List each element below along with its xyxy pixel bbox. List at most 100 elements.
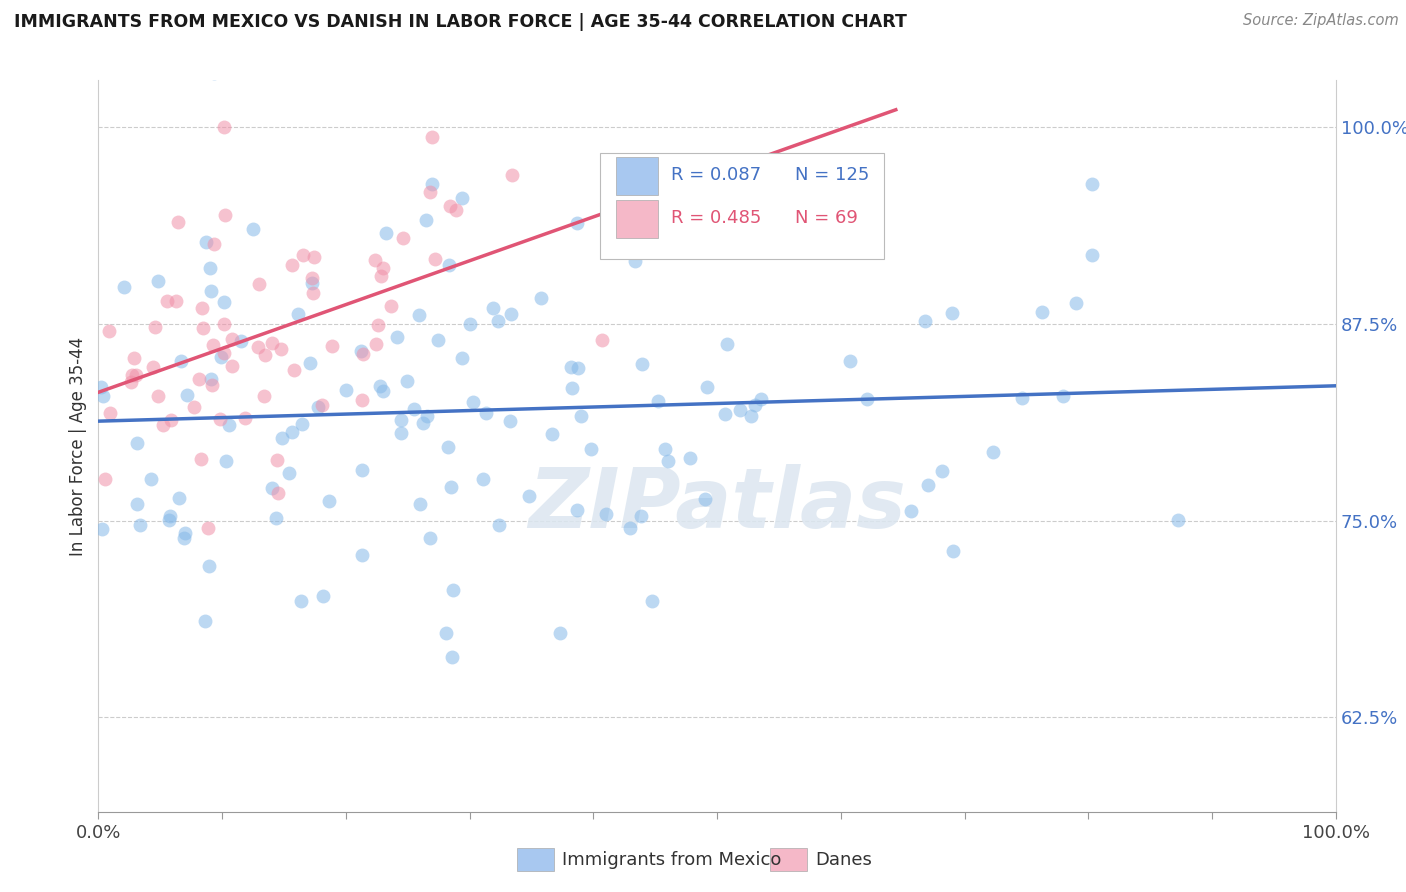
Point	[856, 392, 879, 407]
Point	[262, 481, 284, 495]
Point	[900, 504, 922, 518]
Point	[318, 494, 340, 508]
Text: N = 125: N = 125	[794, 167, 869, 185]
Point	[472, 472, 495, 486]
Point	[156, 294, 179, 309]
Point	[262, 335, 284, 350]
Point	[280, 425, 302, 439]
Point	[419, 186, 441, 200]
Point	[366, 336, 388, 351]
Point	[420, 129, 443, 144]
Point	[385, 329, 408, 343]
Point	[311, 398, 333, 412]
Point	[312, 589, 335, 603]
Point	[591, 333, 613, 347]
Point	[420, 177, 443, 191]
Point	[143, 320, 166, 334]
Point	[229, 334, 252, 349]
Point	[281, 258, 304, 272]
Point	[183, 401, 205, 415]
Point	[321, 339, 343, 353]
Point	[463, 395, 485, 409]
Text: IMMIGRANTS FROM MEXICO VS DANISH IN LABOR FORCE | AGE 35-44 CORRELATION CHART: IMMIGRANTS FROM MEXICO VS DANISH IN LABO…	[14, 13, 907, 31]
Point	[917, 478, 939, 492]
Point	[159, 509, 181, 524]
Point	[567, 361, 589, 376]
Point	[367, 318, 389, 332]
Point	[249, 277, 271, 291]
Point	[548, 626, 571, 640]
Point	[517, 489, 540, 503]
Point	[458, 318, 481, 332]
Point	[98, 325, 121, 339]
Point	[254, 348, 277, 362]
Point	[1081, 177, 1104, 191]
Point	[350, 344, 373, 359]
Point	[942, 544, 965, 558]
Point	[212, 120, 235, 134]
FancyBboxPatch shape	[770, 848, 807, 871]
FancyBboxPatch shape	[616, 157, 658, 195]
Point	[408, 308, 430, 322]
Point	[415, 212, 437, 227]
Point	[416, 409, 439, 424]
Text: Immigrants from Mexico: Immigrants from Mexico	[562, 851, 782, 869]
Point	[1081, 248, 1104, 262]
Point	[501, 168, 523, 182]
Point	[696, 380, 718, 394]
Point	[439, 199, 461, 213]
Point	[93, 389, 115, 403]
Point	[125, 368, 148, 383]
Point	[159, 412, 181, 426]
Point	[278, 467, 301, 481]
Point	[451, 351, 474, 365]
Point	[834, 194, 856, 208]
Point	[352, 463, 374, 477]
Point	[714, 407, 737, 421]
Point	[290, 417, 312, 431]
Point	[389, 425, 412, 440]
Point	[619, 520, 641, 534]
Point	[647, 393, 669, 408]
Point	[90, 380, 112, 394]
Text: ZIPatlas: ZIPatlas	[529, 464, 905, 545]
Point	[1167, 513, 1189, 527]
Point	[98, 406, 121, 420]
Point	[641, 593, 664, 607]
Point	[762, 180, 785, 194]
Point	[425, 252, 447, 266]
Point	[1031, 305, 1053, 319]
Point	[501, 307, 523, 321]
Point	[451, 191, 474, 205]
Point	[165, 293, 187, 308]
Point	[146, 274, 169, 288]
Point	[190, 451, 212, 466]
Point	[444, 202, 467, 217]
Point	[253, 389, 276, 403]
Point	[200, 372, 222, 386]
Point	[270, 342, 292, 356]
Point	[201, 378, 224, 392]
Point	[139, 472, 162, 486]
Point	[630, 357, 652, 371]
Point	[370, 269, 392, 284]
Point	[914, 314, 936, 328]
Point	[190, 301, 212, 315]
Point	[221, 332, 243, 346]
Point	[194, 614, 217, 628]
Point	[167, 215, 190, 229]
Point	[264, 511, 287, 525]
Point	[91, 523, 114, 537]
Point	[212, 317, 235, 331]
Point	[298, 356, 321, 370]
Point	[1011, 392, 1033, 406]
Point	[389, 413, 412, 427]
Point	[204, 236, 226, 251]
Point	[391, 230, 413, 244]
Point	[125, 497, 148, 511]
Point	[981, 445, 1004, 459]
Point	[595, 508, 617, 522]
Point	[120, 375, 142, 389]
Point	[142, 360, 165, 375]
Point	[569, 409, 592, 424]
